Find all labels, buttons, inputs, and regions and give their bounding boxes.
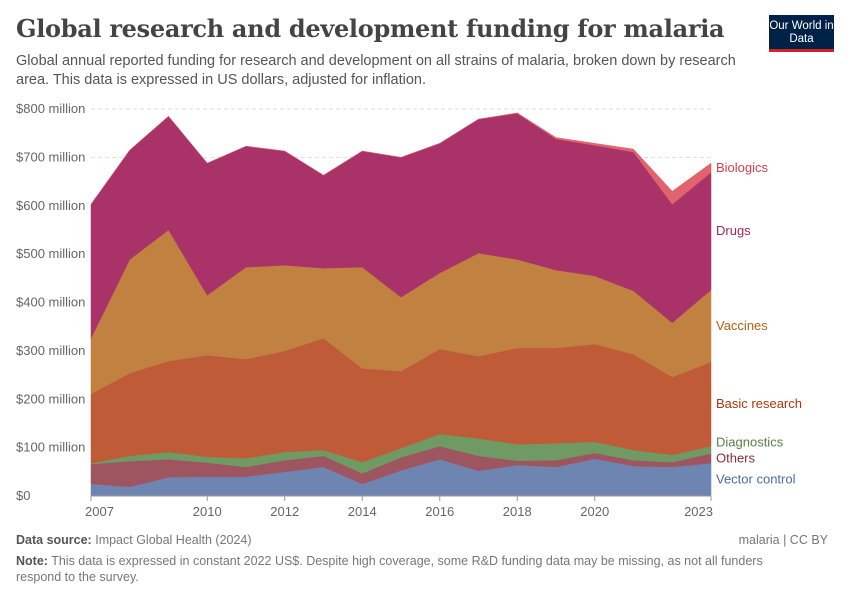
series-label-vaccines: Vaccines [716, 318, 768, 333]
series-label-diagnostics: Diagnostics [716, 434, 784, 449]
series-label-vector-control: Vector control [716, 472, 796, 487]
y-tick-label: $300 million [16, 343, 85, 358]
y-tick-label: $500 million [16, 246, 85, 261]
owid-logo[interactable]: Our World in Data [769, 15, 834, 52]
y-tick-label: $800 million [16, 101, 85, 116]
y-tick-label: $600 million [16, 198, 85, 213]
x-tick-label: 2016 [425, 504, 454, 519]
x-tick-label: 2018 [503, 504, 532, 519]
series-label-drugs: Drugs [716, 223, 751, 238]
source-link[interactable]: Impact Global Health (2024) [95, 533, 252, 547]
x-tick-label: 2014 [348, 504, 377, 519]
x-tick-label: 2023 [684, 504, 713, 519]
x-tick-label: 2007 [85, 504, 114, 519]
x-tick-label: 2012 [270, 504, 299, 519]
x-tick-label: 2010 [193, 504, 222, 519]
note: Note: This data is expressed in constant… [16, 553, 796, 585]
note-label: Note: [16, 554, 48, 568]
license[interactable]: malaria | CC BY [738, 533, 828, 547]
y-tick-label: $0 [16, 488, 30, 503]
y-tick-label: $400 million [16, 295, 85, 310]
data-source: Data source: Impact Global Health (2024) [16, 533, 252, 547]
y-tick-label: $100 million [16, 440, 85, 455]
series-label-basic-research: Basic research [716, 396, 802, 411]
note-text: This data is expressed in constant 2022 … [16, 554, 763, 584]
chart-title: Global research and development funding … [16, 14, 725, 43]
y-tick-label: $700 million [16, 149, 85, 164]
series-label-biologics: Biologics [716, 160, 769, 175]
series-label-others: Others [716, 450, 756, 465]
area-biologics [90, 112, 712, 205]
chart-subtitle: Global annual reported funding for resea… [16, 53, 736, 88]
source-label: Data source: [16, 533, 92, 547]
x-tick-label: 2020 [580, 504, 609, 519]
y-tick-label: $200 million [16, 391, 85, 406]
